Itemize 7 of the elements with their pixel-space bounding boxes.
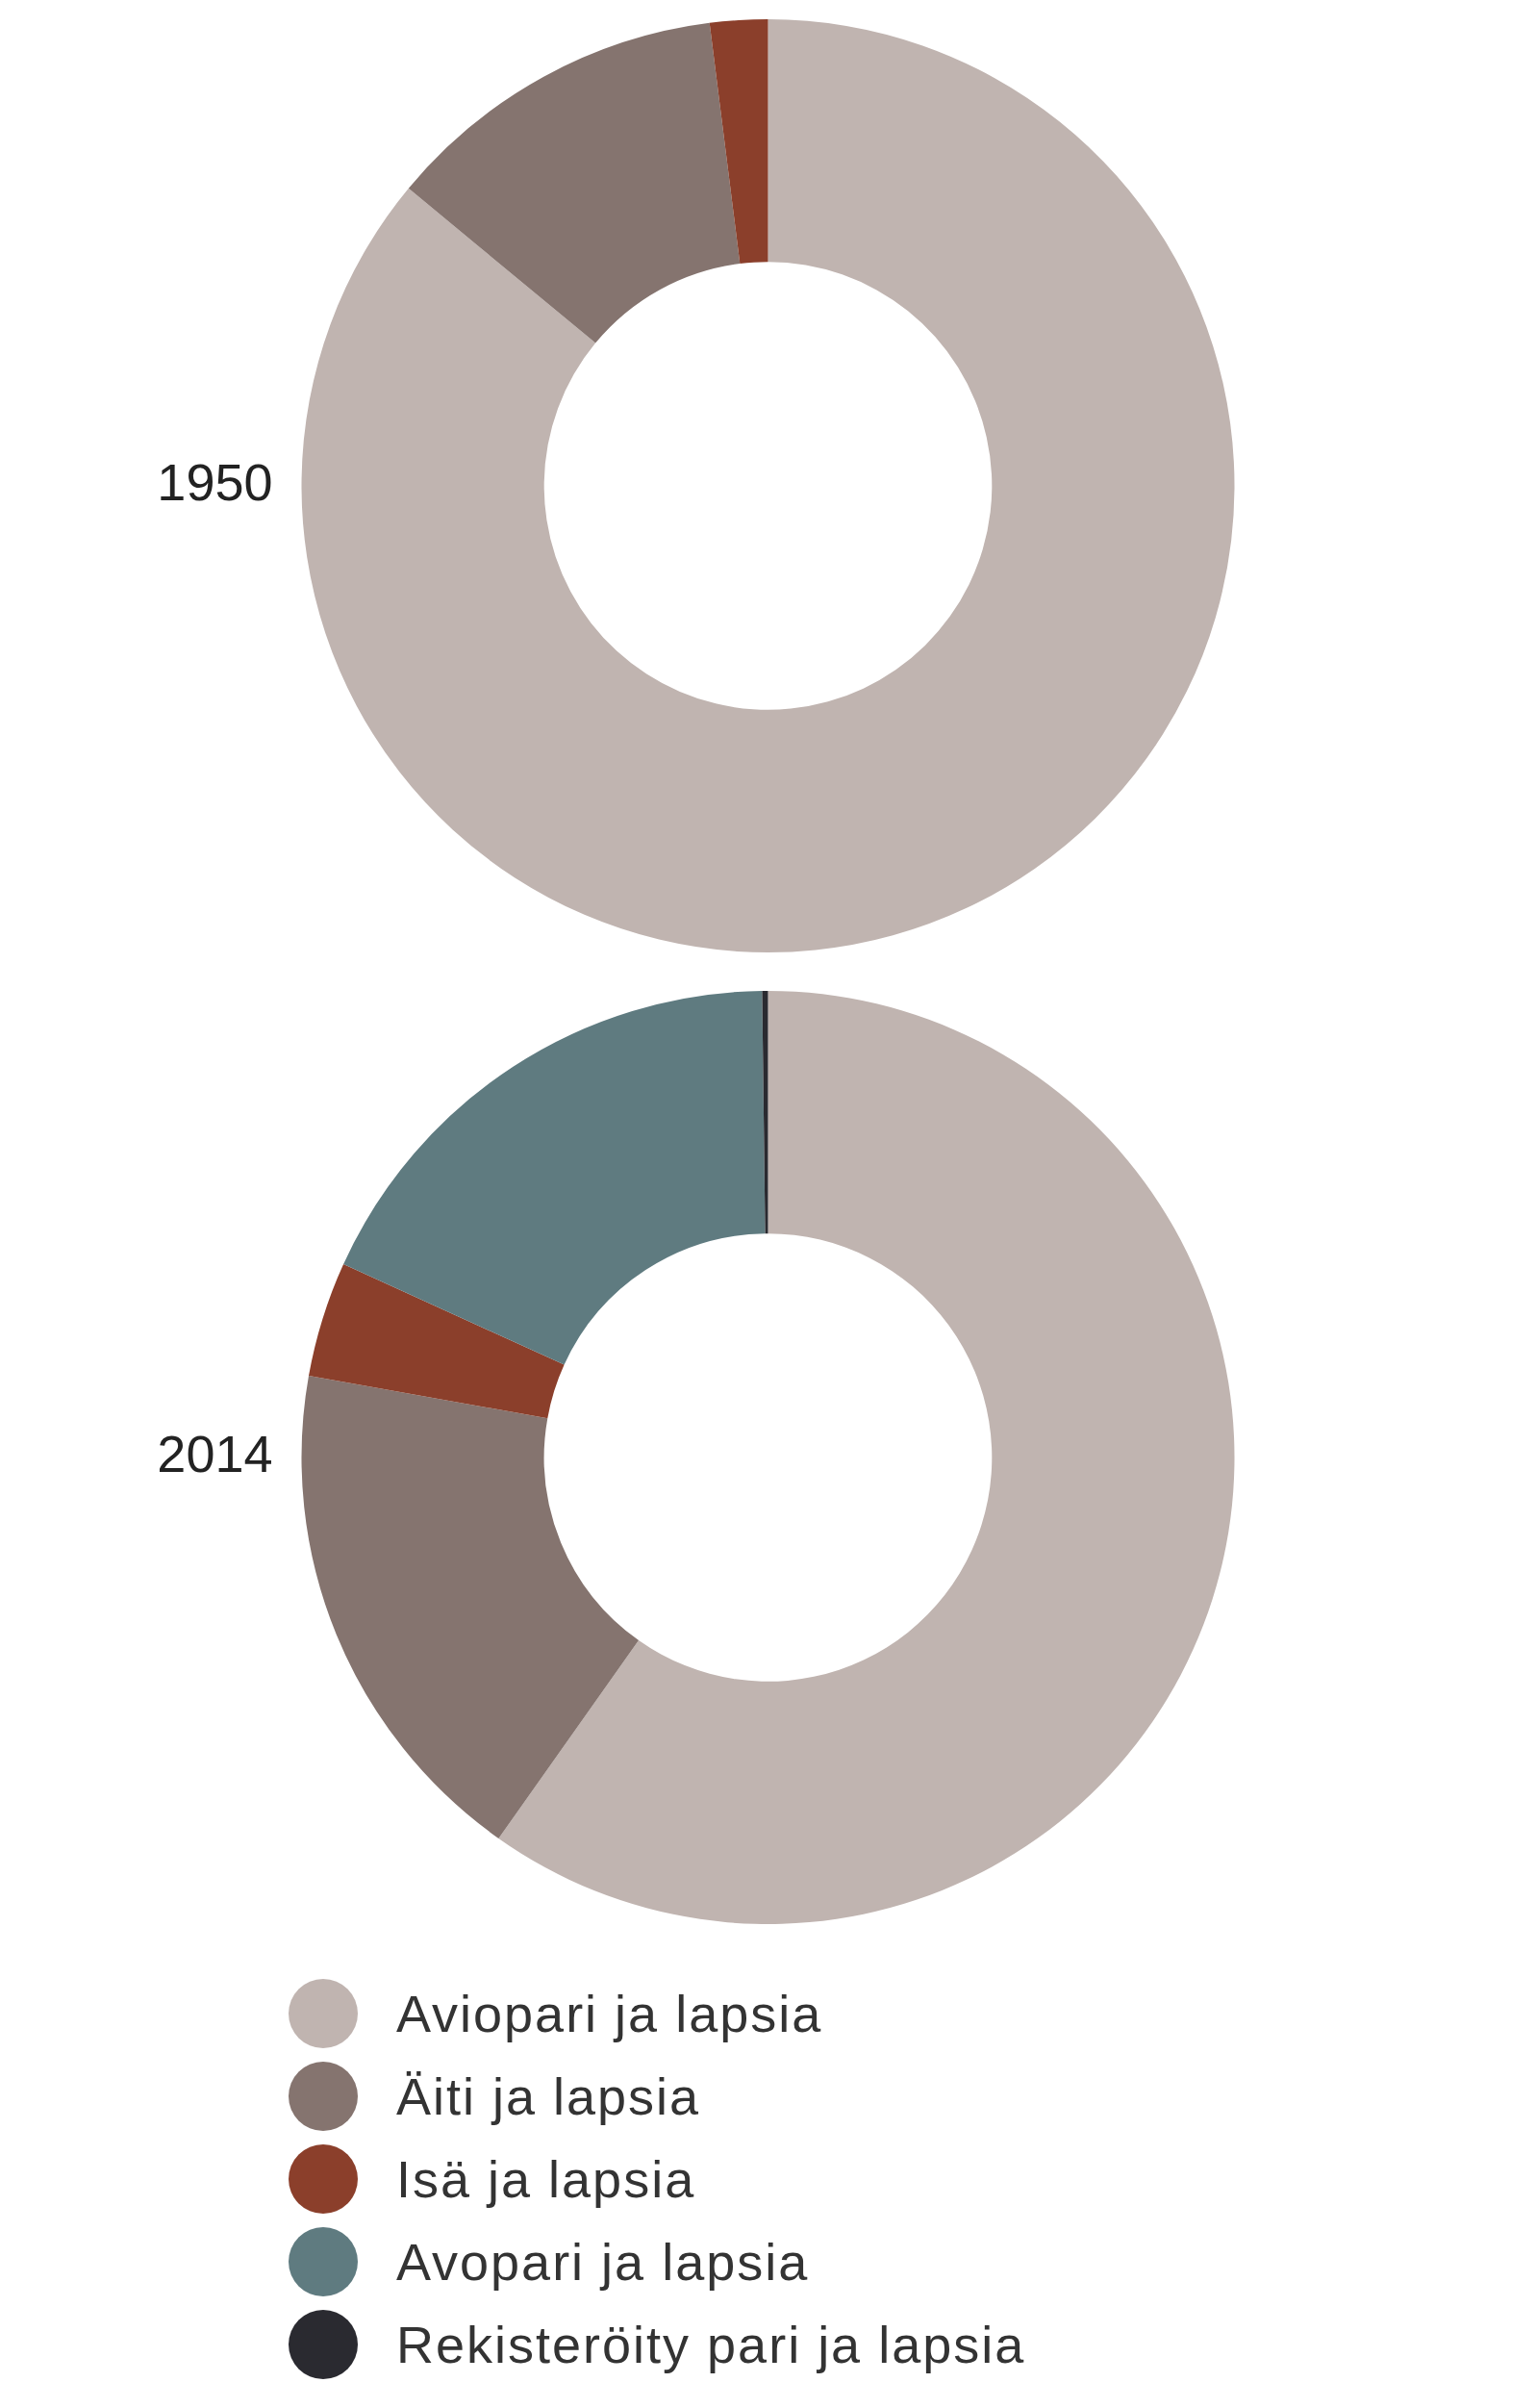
legend-label: Isä ja lapsia xyxy=(396,2149,696,2209)
text: 2014 xyxy=(157,1424,273,1483)
legend-label: Avopari ja lapsia xyxy=(396,2232,810,2292)
legend-label: Rekisteröity pari ja lapsia xyxy=(396,2315,1026,2374)
text: 1950 xyxy=(157,452,273,511)
legend-label: Äiti ja lapsia xyxy=(396,2066,701,2126)
legend-label: Aviopari ja lapsia xyxy=(396,1984,823,2043)
